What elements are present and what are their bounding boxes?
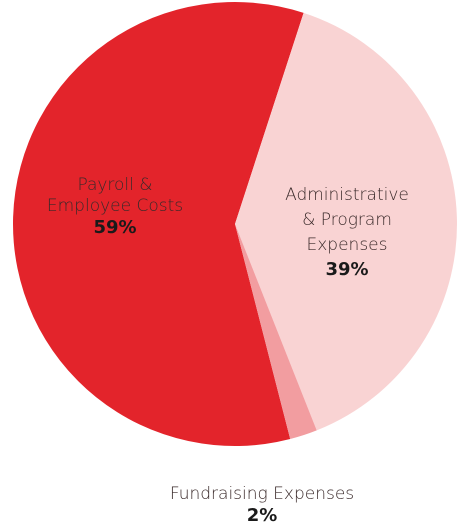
- pie-slices: [12, 2, 457, 447]
- slice-label-line: Payroll &: [77, 175, 152, 195]
- slice-label-line: & Program: [302, 210, 392, 230]
- slice-percent: 39%: [325, 259, 368, 280]
- slice-label-line: Employee Costs: [47, 196, 183, 216]
- slice-label-line: Administrative: [285, 185, 409, 205]
- slice-fundraising: [235, 224, 317, 440]
- slice-administrative: [235, 12, 457, 431]
- label-administrative: Administrative & Program Expenses 39%: [285, 185, 409, 280]
- slice-label-line: Fundraising Expenses: [170, 484, 354, 504]
- slice-label-line: Expenses: [307, 235, 388, 255]
- slice-payroll: [12, 2, 304, 447]
- slice-percent: 2%: [247, 505, 278, 526]
- slice-percent: 59%: [93, 217, 136, 238]
